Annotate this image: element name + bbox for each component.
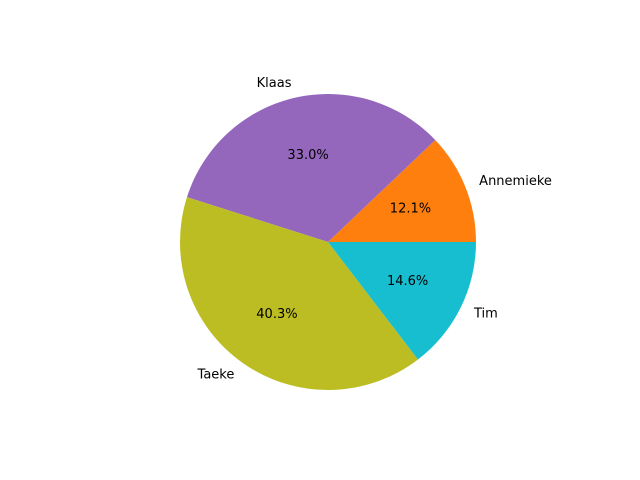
pie-slice-klaas [186, 94, 436, 242]
slice-label-taeke: Taeke [197, 368, 235, 383]
percent-label-taeke: 40.3% [256, 307, 297, 322]
percent-label-annemieke: 12.1% [390, 202, 431, 217]
pie-slice-taeke [180, 197, 418, 390]
percent-label-tim: 14.6% [387, 274, 428, 289]
pie-labels: Annemieke 12.1% Klaas 33.0% Taeke 40.3% Tim 14.… [197, 76, 552, 383]
pie-slice-annemieke [328, 140, 476, 242]
slice-label-tim: Tim [473, 307, 498, 322]
percent-label-klaas: 33.0% [287, 148, 328, 163]
pie-slice-tim [328, 242, 476, 360]
pie-slices [180, 94, 476, 390]
slice-label-klaas: Klaas [257, 76, 292, 91]
slice-label-annemieke: Annemieke [479, 174, 552, 189]
